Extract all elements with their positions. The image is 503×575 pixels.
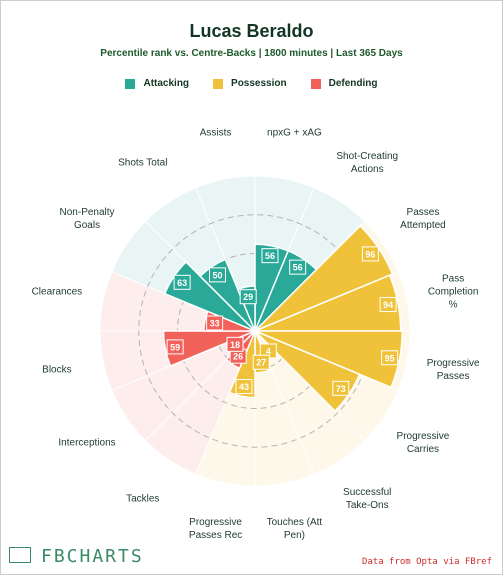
value-label: 43 — [239, 382, 249, 392]
value-label-box — [173, 274, 191, 290]
legend-swatch — [310, 78, 321, 89]
value-label-box — [208, 267, 226, 283]
value-label: 95 — [385, 353, 395, 363]
legend-swatch — [125, 78, 136, 89]
value-label-box — [381, 350, 399, 366]
value-label: 96 — [365, 249, 375, 259]
category-label: Successful Take-Ons — [343, 486, 392, 511]
chart-subtitle: Percentile rank vs. Centre-Backs | 1800 … — [100, 48, 403, 59]
value-label-box — [261, 248, 279, 264]
legend-label: Possession — [231, 78, 287, 89]
value-label-box — [206, 315, 224, 331]
value-label: 4 — [266, 346, 271, 356]
legend-swatch — [213, 78, 224, 89]
category-label: Progressive Carries — [396, 431, 450, 456]
value-label: 33 — [210, 318, 220, 328]
category-label: Progressive Passes Rec — [188, 517, 243, 542]
value-label-box — [252, 354, 270, 370]
value-label-box — [332, 380, 350, 396]
value-label-box — [166, 339, 184, 355]
value-label-box — [361, 246, 379, 262]
legend-label: Defending — [328, 78, 378, 89]
value-label-box — [226, 336, 244, 352]
category-label: Touches (Att Pen) — [266, 517, 323, 542]
value-label: 27 — [256, 358, 266, 368]
value-label-box — [239, 289, 257, 305]
category-label: Shot-Creating Actions — [336, 151, 399, 176]
value-label: 59 — [170, 342, 180, 352]
category-label: Assists — [199, 127, 232, 139]
value-label: 56 — [293, 263, 303, 273]
category-label: Progressive Passes — [426, 358, 480, 383]
value-label: 56 — [265, 251, 275, 261]
value-label-box — [289, 259, 307, 275]
category-label: Shots Total — [118, 157, 168, 169]
chart-title: Lucas Beraldo — [189, 21, 314, 41]
value-label: 29 — [243, 292, 253, 302]
value-label: 73 — [336, 384, 346, 394]
legend-item: Defending — [310, 78, 378, 89]
value-label: 63 — [177, 278, 187, 288]
legend-item: Possession — [213, 78, 287, 89]
category-label: Tackles — [126, 493, 160, 505]
category-label: Clearances — [31, 286, 83, 298]
value-label: 94 — [383, 300, 393, 310]
logo — [9, 547, 31, 563]
bar — [254, 330, 404, 389]
category-label: Blocks — [42, 364, 72, 376]
category-label: npxG + xAG — [267, 127, 322, 139]
brand: FBCHARTS — [41, 546, 144, 567]
category-label: Non-Penalty Goals — [59, 206, 115, 231]
legend: Attacking Possession Defending — [1, 78, 502, 89]
value-label-box — [235, 379, 253, 395]
value-label: 50 — [212, 270, 222, 280]
category-label: Interceptions — [58, 437, 116, 449]
category-label: Passes Attempted — [400, 206, 446, 231]
value-label: 26 — [233, 352, 243, 362]
value-label-box — [379, 297, 397, 313]
legend-item: Attacking — [125, 78, 189, 89]
value-label: 18 — [230, 340, 240, 350]
source-note: Data from Opta via FBref — [361, 557, 492, 567]
category-label: Pass Completion % — [427, 273, 479, 311]
legend-label: Attacking — [143, 78, 190, 89]
